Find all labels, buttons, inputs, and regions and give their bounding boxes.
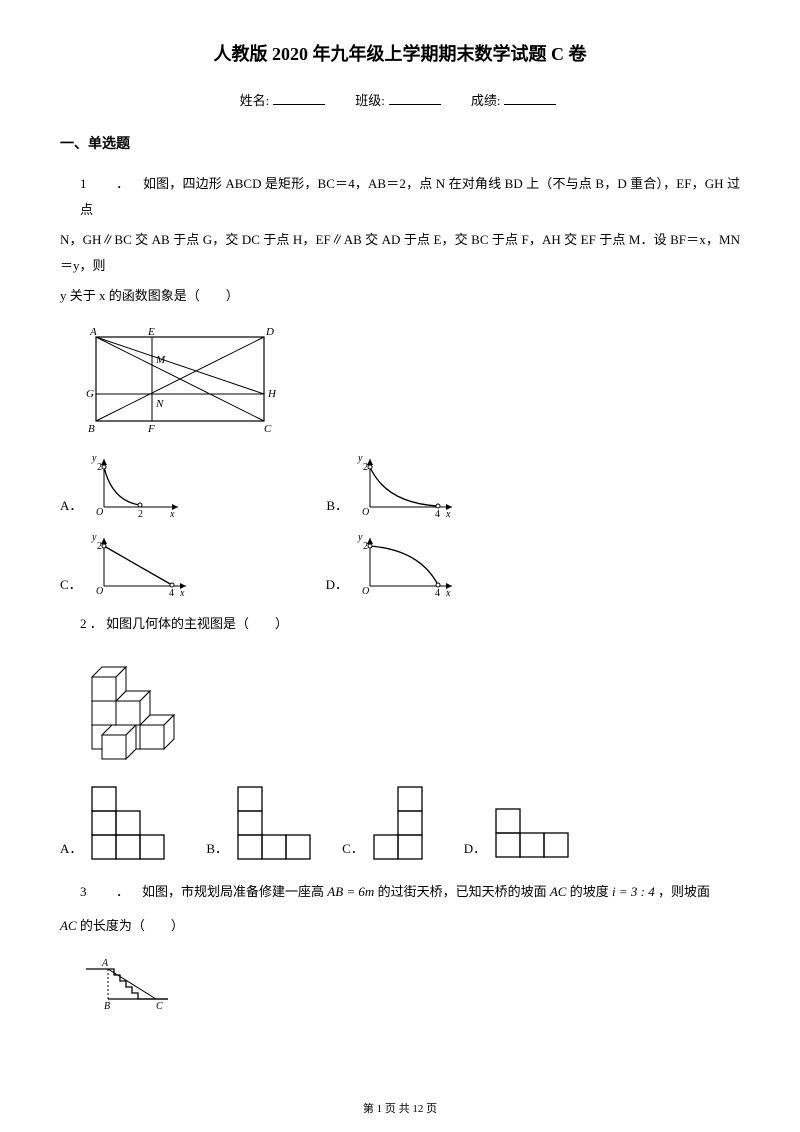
svg-text:O: O xyxy=(96,507,103,518)
svg-text:A: A xyxy=(101,958,109,969)
q3-text-d: ，则坡面 xyxy=(658,884,710,899)
svg-text:2: 2 xyxy=(363,541,368,552)
question-3: 3． 如图，市规划局准备修建一座高 AB = 6m 的过街天桥，已知天桥的坡面 … xyxy=(60,879,740,905)
svg-text:x: x xyxy=(445,588,451,597)
svg-text:y: y xyxy=(91,532,97,543)
q1-line2: N，GH∥BC 交 AB 于点 G，交 DC 于点 H，EF∥AB 交 AD 于… xyxy=(60,227,740,279)
q2-body: 如图几何体的主视图是（ ） xyxy=(106,616,288,631)
svg-text:H: H xyxy=(267,388,277,400)
svg-text:O: O xyxy=(96,586,103,597)
q1-option-c[interactable]: C． 2 4 O x y xyxy=(60,532,196,597)
q3-text-a: 如图，市规划局准备修建一座高 xyxy=(142,884,324,899)
q3-line2: AC 的长度为（ ） xyxy=(60,913,740,939)
q1-text-c: y 关于 x 的函数图象是（ ） xyxy=(60,288,239,303)
svg-text:C: C xyxy=(264,423,272,435)
q2-opt-b-label: B． xyxy=(206,838,228,861)
svg-text:2: 2 xyxy=(138,509,143,518)
svg-text:A: A xyxy=(89,326,97,338)
question-2: 2 ． 如图几何体的主视图是（ ） xyxy=(60,611,740,637)
blank-name[interactable] xyxy=(273,91,325,105)
q1-rectangle-diagram: A E D G N H B F C M xyxy=(80,325,740,439)
q3-text-e: 的长度为（ ） xyxy=(80,918,184,933)
svg-text:y: y xyxy=(357,532,363,543)
q3-eq4: AC xyxy=(60,918,77,933)
blank-class[interactable] xyxy=(389,91,441,105)
q1-opt-b-label: B． xyxy=(326,495,348,518)
q2-option-d[interactable]: D． xyxy=(464,803,580,861)
q2-opt-c-label: C． xyxy=(342,838,364,861)
svg-text:B: B xyxy=(104,1001,110,1012)
svg-text:2: 2 xyxy=(97,541,102,552)
label-class: 班级: xyxy=(355,93,385,108)
svg-text:y: y xyxy=(357,453,363,464)
q2-sep: ． xyxy=(90,616,103,631)
svg-text:x: x xyxy=(169,509,175,518)
q1-option-d[interactable]: D． 2 4 O x y xyxy=(326,532,462,597)
svg-text:2: 2 xyxy=(97,462,102,473)
q1-line3: y 关于 x 的函数图象是（ ） xyxy=(60,283,740,309)
blank-score[interactable] xyxy=(504,91,556,105)
q2-option-b[interactable]: B． xyxy=(206,781,312,861)
svg-text:x: x xyxy=(179,588,185,597)
svg-text:C: C xyxy=(156,1001,163,1012)
student-info: 姓名: 班级: 成绩: xyxy=(60,90,740,109)
q3-text-b: 的过街天桥，已知天桥的坡面 xyxy=(378,884,547,899)
question-1: 1． 如图，四边形 ABCD 是矩形，BC＝4，AB＝2，点 N 在对角线 BD… xyxy=(60,171,740,223)
svg-text:N: N xyxy=(155,398,164,410)
svg-text:B: B xyxy=(88,423,95,435)
q2-option-c[interactable]: C． xyxy=(342,781,434,861)
q2-option-a[interactable]: A． xyxy=(60,781,176,861)
svg-text:O: O xyxy=(362,507,369,518)
svg-text:2: 2 xyxy=(363,462,368,473)
q1-option-b[interactable]: B． 2 4 O x y xyxy=(326,453,462,518)
q3-num: 3 xyxy=(80,879,116,905)
svg-text:M: M xyxy=(155,354,166,366)
q1-text-a: 如图，四边形 ABCD 是矩形，BC＝4，AB＝2，点 N 在对角线 BD 上（… xyxy=(80,176,740,217)
svg-text:E: E xyxy=(147,326,155,338)
q2-num: 2 xyxy=(80,616,87,631)
svg-text:y: y xyxy=(91,453,97,464)
q3-eq1: AB = 6m xyxy=(327,884,374,899)
q3-stairs-diagram: A B C xyxy=(80,955,740,1019)
svg-text:D: D xyxy=(265,326,274,338)
svg-text:x: x xyxy=(445,509,451,518)
q2-opt-d-label: D． xyxy=(464,838,486,861)
svg-text:4: 4 xyxy=(435,509,440,518)
q3-eq3: i = 3 : 4 xyxy=(612,884,655,899)
label-name: 姓名: xyxy=(240,93,270,108)
q1-options-row2: C． 2 4 O x y D． 2 4 O x xyxy=(60,532,740,597)
exam-title: 人教版 2020 年九年级上学期期末数学试题 C 卷 xyxy=(60,40,740,66)
q1-sep: ． xyxy=(116,176,129,191)
q2-opt-a-label: A． xyxy=(60,838,82,861)
q1-option-a[interactable]: A． 2 2 O x y xyxy=(60,453,186,518)
q2-options: A． B． C． xyxy=(60,781,740,861)
q1-opt-c-label: C． xyxy=(60,574,82,597)
q1-options-row1: A． 2 2 O x y B． 2 4 O x xyxy=(60,453,740,518)
section-single-choice: 一、单选题 xyxy=(60,133,740,153)
q3-sep: ． xyxy=(116,884,129,899)
q1-text-b: N，GH∥BC 交 AB 于点 G，交 DC 于点 H，EF∥AB 交 AD 于… xyxy=(60,232,740,273)
q1-opt-a-label: A． xyxy=(60,495,82,518)
svg-text:G: G xyxy=(86,388,94,400)
svg-text:4: 4 xyxy=(169,588,174,597)
svg-text:F: F xyxy=(147,423,155,435)
q1-opt-d-label: D． xyxy=(326,574,348,597)
q1-num: 1 xyxy=(80,171,116,197)
label-score: 成绩: xyxy=(471,93,501,108)
svg-text:4: 4 xyxy=(435,588,440,597)
q3-eq2: AC xyxy=(550,884,567,899)
page-footer: 第 1 页 共 12 页 xyxy=(0,1100,800,1116)
q3-text-c: 的坡度 xyxy=(570,884,609,899)
svg-text:O: O xyxy=(362,586,369,597)
q2-solid xyxy=(80,653,740,767)
